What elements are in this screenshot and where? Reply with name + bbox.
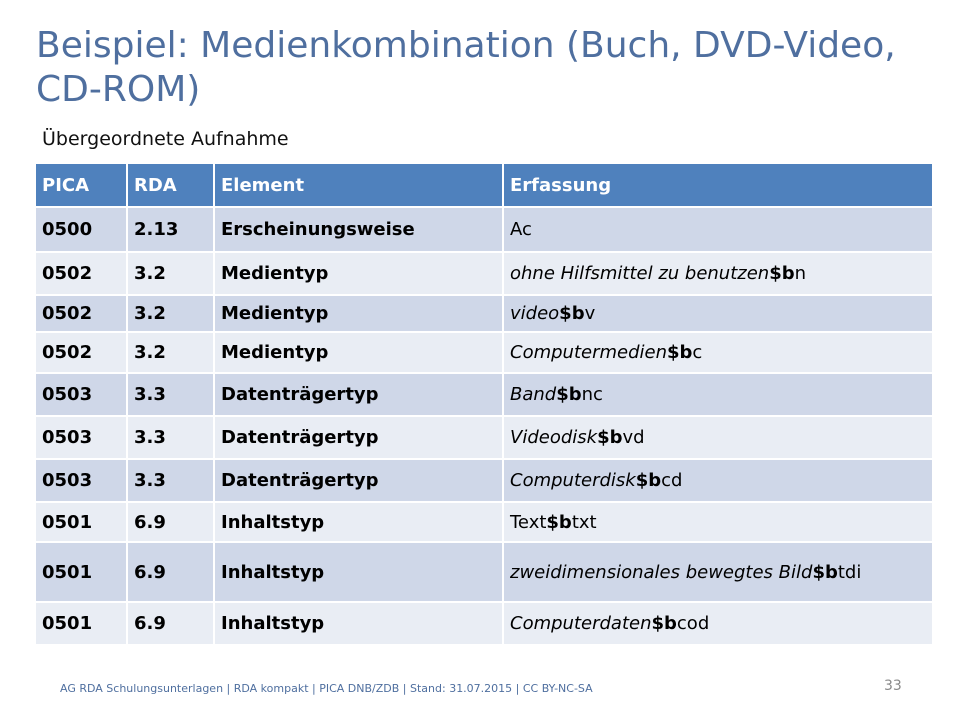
pica-cell: 0502 — [34, 294, 128, 333]
pica-cell: 0500 — [34, 206, 128, 253]
rda-cell: 6.9 — [126, 601, 215, 646]
rda-cell: 6.9 — [126, 541, 215, 603]
erfassung-value: ohne Hilfsmittel zu benutzen — [510, 263, 770, 284]
erfassung-cell: Videodisk$bvd — [502, 415, 934, 460]
pica-cell: 0503 — [34, 458, 128, 503]
subfield-code: cod — [676, 613, 710, 634]
erfassung-value: Computerdaten — [510, 613, 652, 634]
erfassung-cell: ohne Hilfsmittel zu benutzen$bn — [502, 251, 934, 296]
erfassung-value: Videodisk — [510, 427, 598, 448]
header-erfassung: Erfassung — [502, 162, 934, 208]
erfassung-cell: Computermedien$bc — [502, 331, 934, 374]
pica-cell: 0501 — [34, 501, 128, 543]
table-row: 0503 3.3 Datenträgertyp Band$bnc — [34, 372, 934, 417]
table-row: 0500 2.13 Erscheinungsweise Ac — [34, 206, 934, 253]
element-cell: Datenträgertyp — [213, 415, 504, 460]
erfassung-cell: zweidimensionales bewegtes Bild$btdi — [502, 541, 934, 603]
subfield-marker: $b — [769, 263, 795, 284]
subfield-code: vd — [622, 427, 645, 448]
element-cell: Datenträgertyp — [213, 458, 504, 503]
pica-cell: 0502 — [34, 251, 128, 296]
erfassung-value: video — [510, 303, 560, 324]
element-cell: Medientyp — [213, 294, 504, 333]
subfield-code: tdi — [837, 561, 862, 583]
erfassung-cell: video$bv — [502, 294, 934, 333]
pica-cell: 0501 — [34, 601, 128, 646]
subfield-marker: $b — [556, 384, 582, 405]
erfassung-cell: Ac — [502, 206, 934, 253]
erfassung-value: Ac — [510, 219, 532, 240]
erfassung-cell: Computerdisk$bcd — [502, 458, 934, 503]
header-rda: RDA — [126, 162, 215, 208]
table-body: 0500 2.13 Erscheinungsweise Ac 0502 3.2 Medien… — [34, 206, 934, 646]
rda-cell: 3.3 — [126, 458, 215, 503]
erfassung-value: Band — [510, 384, 557, 405]
rda-cell: 3.2 — [126, 251, 215, 296]
subfield-marker: $b — [546, 511, 572, 533]
pica-cell: 0503 — [34, 415, 128, 460]
pica-cell: 0503 — [34, 372, 128, 417]
subfield-marker: $b — [559, 303, 585, 324]
element-cell: Inhaltstyp — [213, 541, 504, 603]
erfassung-value: zweidimensionales bewegtes Bild — [510, 561, 813, 583]
element-cell: Datenträgertyp — [213, 372, 504, 417]
pica-cell: 0501 — [34, 541, 128, 603]
table-row: 0502 3.2 Medientyp video$bv — [34, 294, 934, 333]
subfield-code: nc — [581, 384, 603, 405]
erfassung-cell: Computerdaten$bcod — [502, 601, 934, 646]
element-cell: Medientyp — [213, 331, 504, 374]
table-row: 0501 6.9 Inhaltstyp Text$btxt — [34, 501, 934, 543]
subfield-code: v — [584, 303, 596, 324]
page-number: 33 — [884, 678, 902, 694]
subfield-marker: $b — [597, 427, 623, 448]
erfassung-value: Computermedien — [510, 342, 667, 363]
pica-cell: 0502 — [34, 331, 128, 374]
subfield-marker: $b — [635, 470, 662, 491]
slide-subtitle: Übergeordnete Aufnahme — [42, 128, 289, 150]
erfassung-value: Text — [510, 511, 547, 533]
subfield-code: c — [692, 342, 703, 363]
slide-title: Beispiel: Medienkombination (Buch, DVD-V… — [36, 25, 896, 110]
record-table: PICA RDA Element Erfassung 0500 2.13 Ersch… — [34, 162, 934, 646]
subfield-marker: $b — [667, 342, 693, 363]
subfield-code: cd — [661, 470, 683, 491]
rda-cell: 2.13 — [126, 206, 215, 253]
table-row: 0502 3.2 Medientyp ohne Hilfsmittel zu benu… — [34, 251, 934, 296]
table-row: 0503 3.3 Datenträgertyp Computerdisk$bcd — [34, 458, 934, 503]
element-cell: Medientyp — [213, 251, 504, 296]
erfassung-cell: Text$btxt — [502, 501, 934, 543]
rda-cell: 3.3 — [126, 372, 215, 417]
table-row: 0501 6.9 Inhaltstyp zweidimensionales beweg… — [34, 541, 934, 603]
rda-cell: 3.3 — [126, 415, 215, 460]
element-cell: Inhaltstyp — [213, 601, 504, 646]
rda-cell: 6.9 — [126, 501, 215, 543]
slide-footer: AG RDA Schulungsunterlagen | RDA kompakt… — [60, 682, 593, 695]
erfassung-value: Computerdisk — [510, 470, 636, 491]
subfield-marker: $b — [651, 613, 677, 634]
header-element: Element — [213, 162, 504, 208]
erfassung-cell: Band$bnc — [502, 372, 934, 417]
element-cell: Erscheinungsweise — [213, 206, 504, 253]
rda-cell: 3.2 — [126, 294, 215, 333]
table-row: 0502 3.2 Medientyp Computermedien$bc — [34, 331, 934, 374]
rda-cell: 3.2 — [126, 331, 215, 374]
element-cell: Inhaltstyp — [213, 501, 504, 543]
table-row: 0503 3.3 Datenträgertyp Videodisk$bvd — [34, 415, 934, 460]
subfield-code: txt — [571, 511, 597, 533]
table-header-row: PICA RDA Element Erfassung — [34, 162, 934, 208]
subfield-marker: $b — [812, 561, 838, 583]
header-pica: PICA — [34, 162, 128, 208]
subfield-code: n — [794, 263, 807, 284]
table-row: 0501 6.9 Inhaltstyp Computerdaten$bcod — [34, 601, 934, 646]
